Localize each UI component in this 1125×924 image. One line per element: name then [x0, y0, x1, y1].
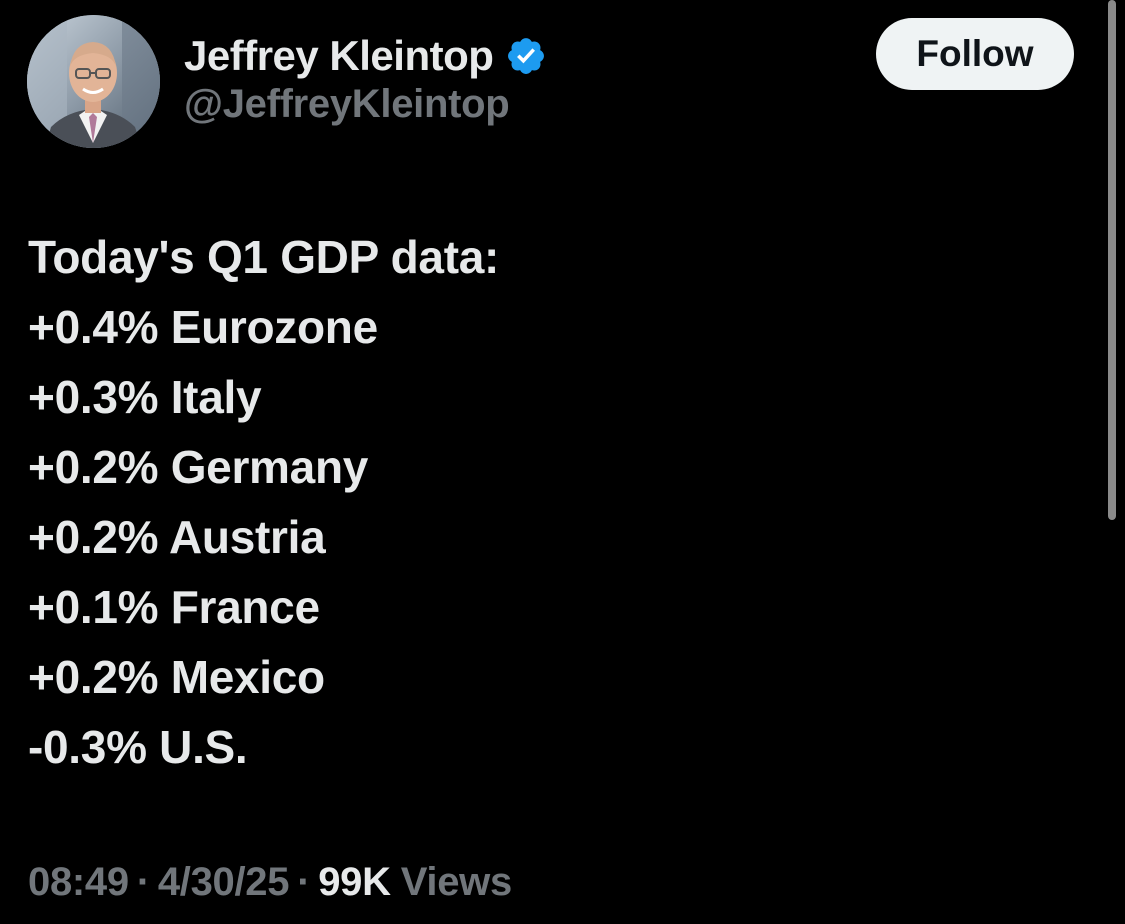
author-name-row: Jeffrey Kleintop [184, 28, 547, 84]
tweet-line: Today's Q1 GDP data: [28, 231, 500, 283]
tweet-line: +0.4% Eurozone [28, 301, 378, 353]
author-display-name[interactable]: Jeffrey Kleintop [184, 32, 494, 79]
tweet-line: +0.3% Italy [28, 371, 262, 423]
profile-photo-icon [27, 15, 160, 148]
tweet-line: +0.2% Germany [28, 441, 369, 493]
tweet-meta: 08:49 · 4/30/25 · 99K Views [28, 852, 512, 912]
follow-button[interactable]: Follow [876, 18, 1074, 90]
tweet-time[interactable]: 08:49 [28, 859, 129, 904]
tweet-line: +0.2% Austria [28, 511, 326, 563]
author-handle[interactable]: @JeffreyKleintop [184, 82, 510, 126]
tweet-text: Today's Q1 GDP data: +0.4% Eurozone +0.3… [28, 222, 1088, 782]
tweet-line: +0.1% France [28, 581, 320, 633]
views-count[interactable]: 99K [318, 859, 391, 904]
tweet-date[interactable]: 4/30/25 [157, 859, 290, 904]
meta-separator: · [136, 859, 150, 904]
tweet-line: -0.3% U.S. [28, 721, 248, 773]
views-label: Views [400, 859, 512, 904]
meta-separator: · [297, 859, 311, 904]
avatar[interactable] [27, 15, 160, 148]
tweet-line: +0.2% Mexico [28, 651, 325, 703]
scrollbar[interactable] [1108, 0, 1116, 520]
verified-badge-icon[interactable] [505, 35, 547, 77]
